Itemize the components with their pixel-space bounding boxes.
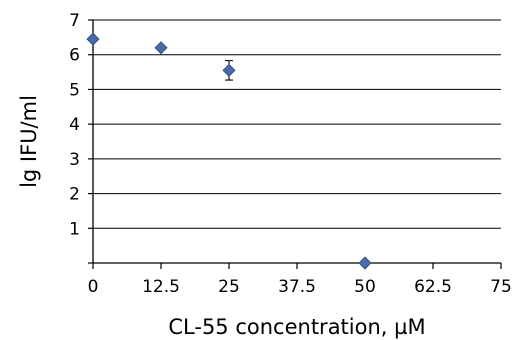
x-axis-title: CL-55 concentration, µM bbox=[168, 315, 425, 339]
x-tick-label-3: 37.5 bbox=[278, 277, 316, 297]
data-points bbox=[86, 32, 372, 270]
data-point-0-0 bbox=[86, 32, 100, 46]
x-tick-label-6: 75 bbox=[490, 277, 512, 297]
y-tick-label-6: 7 bbox=[69, 11, 80, 31]
y-tick-label-2: 3 bbox=[69, 150, 80, 170]
x-tick-label-4: 50 bbox=[354, 277, 376, 297]
tick-labels: 1 2 3 4 5 6 7 0 12.5 25 37.5 50 62.5 75 bbox=[69, 11, 512, 297]
x-tick-label-1: 12.5 bbox=[142, 277, 180, 297]
grid-lines bbox=[93, 19, 501, 229]
y-tick-label-0: 1 bbox=[69, 219, 80, 239]
y-tick-label-5: 6 bbox=[69, 46, 80, 66]
x-tick-label-5: 62.5 bbox=[414, 277, 452, 297]
y-axis-title: lg IFU/ml bbox=[17, 95, 41, 188]
data-point-0-1 bbox=[154, 41, 168, 55]
y-tick-label-4: 5 bbox=[69, 80, 80, 100]
data-point-0-3 bbox=[358, 256, 372, 270]
x-tick-label-0: 0 bbox=[88, 277, 99, 297]
x-tick-label-2: 25 bbox=[218, 277, 240, 297]
data-point-0-2 bbox=[222, 63, 236, 77]
y-tick-label-1: 2 bbox=[69, 185, 80, 205]
axes bbox=[88, 19, 502, 269]
y-tick-label-3: 4 bbox=[69, 115, 80, 135]
